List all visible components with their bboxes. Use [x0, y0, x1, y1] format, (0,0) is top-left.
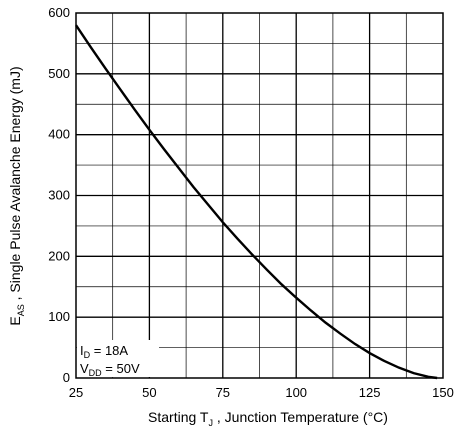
y-tick-label: 300 — [48, 188, 70, 203]
x-tick-label: 75 — [216, 385, 230, 400]
annotation-id: ID = 18A — [80, 343, 128, 360]
series-line — [75, 24, 438, 380]
x-tick-label: 25 — [69, 385, 83, 400]
y-tick-label: 0 — [63, 370, 70, 385]
annotation-vdd: VDD = 50V — [80, 361, 140, 378]
x-tick-label: 150 — [432, 385, 454, 400]
major-grid — [76, 13, 443, 378]
annotation-box: ID = 18A VDD = 50V — [77, 340, 159, 378]
y-tick-label: 500 — [48, 66, 70, 81]
y-tick-label: 100 — [48, 309, 70, 324]
y-tick-labels: 0 100 200 300 400 500 600 — [48, 5, 70, 385]
x-tick-label: 100 — [285, 385, 307, 400]
y-axis-label: EAS , Single Pulse Avalanche Energy (mJ) — [7, 66, 26, 325]
y-tick-label: 400 — [48, 127, 70, 142]
x-axis-label: Starting TJ , Junction Temperature (°C) — [148, 409, 388, 428]
plot-frame — [75, 12, 444, 379]
x-tick-labels: 25 50 75 100 125 150 — [69, 385, 454, 400]
y-tick-label: 600 — [48, 5, 70, 20]
y-tick-label: 200 — [48, 248, 70, 263]
x-tick-label: 125 — [359, 385, 381, 400]
x-tick-label: 50 — [142, 385, 156, 400]
